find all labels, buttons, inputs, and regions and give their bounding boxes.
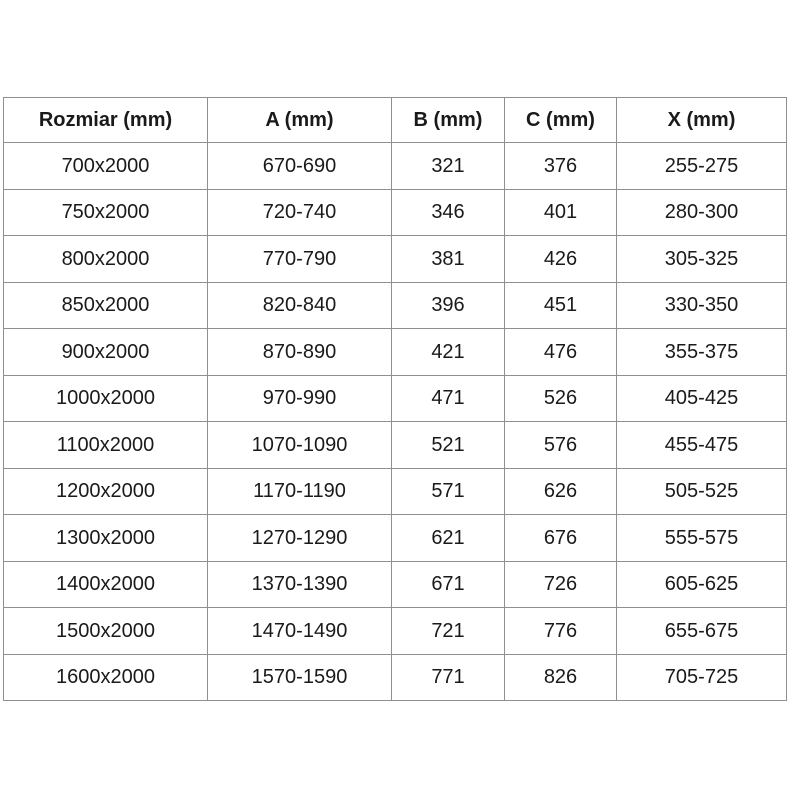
cell-b: 396: [391, 281, 505, 329]
cell-b: 346: [391, 188, 505, 236]
cell-rozmiar: 1100x2000: [3, 421, 208, 469]
cell-a: 820-840: [207, 281, 392, 329]
cell-a: 770-790: [207, 235, 392, 283]
col-header-rozmiar: Rozmiar (mm): [3, 97, 208, 143]
table-row: 1300x2000 1270-1290 621 676 555-575: [3, 514, 787, 562]
table-row: 1200x2000 1170-1190 571 626 505-525: [3, 467, 787, 515]
cell-rozmiar: 1300x2000: [3, 514, 208, 562]
cell-x: 280-300: [616, 188, 787, 236]
table-row: 800x2000 770-790 381 426 305-325: [3, 235, 787, 283]
table-row: 750x2000 720-740 346 401 280-300: [3, 188, 787, 236]
cell-rozmiar: 900x2000: [3, 328, 208, 376]
cell-rozmiar: 1500x2000: [3, 607, 208, 655]
table-row: 1000x2000 970-990 471 526 405-425: [3, 374, 787, 422]
cell-rozmiar: 1000x2000: [3, 374, 208, 422]
cell-rozmiar: 1200x2000: [3, 467, 208, 515]
cell-x: 605-625: [616, 560, 787, 608]
cell-b: 421: [391, 328, 505, 376]
cell-a: 870-890: [207, 328, 392, 376]
cell-a: 1570-1590: [207, 653, 392, 701]
cell-c: 376: [504, 142, 617, 190]
cell-c: 676: [504, 514, 617, 562]
cell-b: 721: [391, 607, 505, 655]
table-body: 700x2000 670-690 321 376 255-275 750x200…: [3, 142, 787, 701]
cell-c: 426: [504, 235, 617, 283]
cell-a: 1170-1190: [207, 467, 392, 515]
cell-rozmiar: 1600x2000: [3, 653, 208, 701]
table-row: 1400x2000 1370-1390 671 726 605-625: [3, 560, 787, 608]
cell-c: 401: [504, 188, 617, 236]
cell-a: 1470-1490: [207, 607, 392, 655]
table-row: 700x2000 670-690 321 376 255-275: [3, 142, 787, 190]
cell-a: 720-740: [207, 188, 392, 236]
cell-x: 505-525: [616, 467, 787, 515]
cell-a: 1070-1090: [207, 421, 392, 469]
col-header-x: X (mm): [616, 97, 787, 143]
table-row: 1100x2000 1070-1090 521 576 455-475: [3, 421, 787, 469]
cell-x: 455-475: [616, 421, 787, 469]
cell-x: 255-275: [616, 142, 787, 190]
table-row: 1500x2000 1470-1490 721 776 655-675: [3, 607, 787, 655]
cell-x: 330-350: [616, 281, 787, 329]
cell-rozmiar: 1400x2000: [3, 560, 208, 608]
cell-b: 321: [391, 142, 505, 190]
cell-rozmiar: 800x2000: [3, 235, 208, 283]
cell-rozmiar: 750x2000: [3, 188, 208, 236]
cell-x: 305-325: [616, 235, 787, 283]
cell-b: 381: [391, 235, 505, 283]
cell-b: 521: [391, 421, 505, 469]
cell-a: 1370-1390: [207, 560, 392, 608]
cell-b: 471: [391, 374, 505, 422]
cell-c: 526: [504, 374, 617, 422]
size-table: Rozmiar (mm) A (mm) B (mm) C (mm) X (mm)…: [3, 97, 787, 701]
cell-a: 670-690: [207, 142, 392, 190]
cell-a: 970-990: [207, 374, 392, 422]
col-header-a: A (mm): [207, 97, 392, 143]
cell-c: 451: [504, 281, 617, 329]
table-row: 1600x2000 1570-1590 771 826 705-725: [3, 653, 787, 701]
cell-b: 771: [391, 653, 505, 701]
cell-b: 571: [391, 467, 505, 515]
cell-x: 655-675: [616, 607, 787, 655]
cell-b: 671: [391, 560, 505, 608]
cell-c: 726: [504, 560, 617, 608]
cell-a: 1270-1290: [207, 514, 392, 562]
header-row: Rozmiar (mm) A (mm) B (mm) C (mm) X (mm): [3, 97, 787, 143]
col-header-b: B (mm): [391, 97, 505, 143]
cell-x: 555-575: [616, 514, 787, 562]
cell-x: 405-425: [616, 374, 787, 422]
cell-c: 776: [504, 607, 617, 655]
cell-c: 626: [504, 467, 617, 515]
cell-c: 576: [504, 421, 617, 469]
cell-c: 826: [504, 653, 617, 701]
cell-b: 621: [391, 514, 505, 562]
cell-rozmiar: 700x2000: [3, 142, 208, 190]
col-header-c: C (mm): [504, 97, 617, 143]
cell-rozmiar: 850x2000: [3, 281, 208, 329]
table-row: 850x2000 820-840 396 451 330-350: [3, 281, 787, 329]
table-row: 900x2000 870-890 421 476 355-375: [3, 328, 787, 376]
cell-c: 476: [504, 328, 617, 376]
cell-x: 355-375: [616, 328, 787, 376]
cell-x: 705-725: [616, 653, 787, 701]
